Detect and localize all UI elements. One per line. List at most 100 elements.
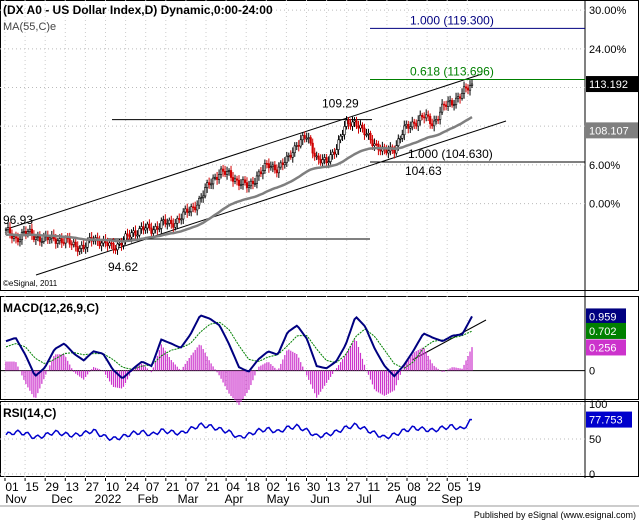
- candle-body: [301, 135, 304, 141]
- candle-body: [204, 187, 207, 197]
- x-date-label: 07: [146, 480, 160, 494]
- x-month-label: 2022: [95, 492, 122, 506]
- x-date-label: 27: [347, 480, 361, 494]
- candle-body: [439, 111, 442, 120]
- candle-body: [307, 137, 310, 139]
- x-date-label: 02: [267, 480, 281, 494]
- candle-body: [239, 183, 243, 186]
- rsi-tick-label: 50: [589, 434, 601, 446]
- candle-body: [235, 178, 239, 181]
- candle-body: [152, 229, 155, 234]
- candle-body: [82, 244, 85, 250]
- candle-body: [62, 242, 65, 244]
- x-month-label: Feb: [138, 492, 159, 506]
- fib-label: 1.000 (104.630): [408, 147, 493, 161]
- candle-body: [243, 179, 247, 183]
- candle-body: [148, 223, 151, 229]
- candle-body: [435, 119, 438, 122]
- x-date-label: 19: [468, 480, 482, 494]
- candle-body: [399, 137, 402, 140]
- candle-body: [56, 240, 59, 244]
- x-month-label: Jun: [310, 492, 329, 506]
- x-date-label: 10: [106, 480, 120, 494]
- candle-body: [212, 177, 215, 185]
- rsi-line: [5, 418, 473, 442]
- candle-body: [126, 233, 129, 236]
- candle-body: [281, 162, 284, 166]
- candle-body: [158, 228, 161, 230]
- macd-title: MACD(12,26,9,C): [3, 301, 99, 315]
- ma-value-label: 108.107: [589, 125, 629, 137]
- candle-body: [16, 237, 20, 243]
- axis-labels: 30.00%24.00%18.00%12.00%6.00%0.00%113.19…: [4, 5, 638, 506]
- candle-body: [447, 101, 450, 107]
- candle-body: [393, 149, 396, 154]
- candle-body: [34, 236, 37, 240]
- rsi-tick-label: 0: [589, 469, 595, 481]
- candle-body: [58, 238, 61, 241]
- candle-body: [466, 87, 470, 91]
- candle-body: [369, 132, 372, 141]
- x-date-label: 01: [5, 480, 19, 494]
- candle-body: [349, 123, 352, 127]
- annotation-label: 96.93: [3, 213, 33, 227]
- price-panel: [0, 0, 639, 291]
- candle-body: [289, 154, 292, 158]
- candle-body: [347, 119, 350, 125]
- candle-body: [353, 120, 356, 123]
- x-date-label: 27: [86, 480, 100, 494]
- candle-body: [331, 151, 334, 156]
- candle-body: [401, 134, 404, 139]
- candle-body: [253, 183, 257, 185]
- last-price-box: [586, 76, 638, 93]
- candle-body: [371, 139, 374, 146]
- candle-body: [379, 149, 382, 152]
- candle-body: [150, 227, 153, 234]
- candle-body: [178, 218, 181, 221]
- candle-body: [275, 169, 278, 174]
- fibonacci-levels: 1.000 (119.300) 0.618 (113.696) 1.000 (104…: [3, 13, 585, 274]
- candle-body: [470, 83, 474, 86]
- candle-body: [182, 211, 185, 220]
- candle-body: [134, 230, 137, 236]
- x-date-label: 21: [166, 480, 180, 494]
- candle-body: [48, 237, 51, 241]
- candle-body: [166, 223, 169, 225]
- candle-body: [251, 180, 255, 184]
- candle-body: [221, 168, 225, 172]
- candle-body: [154, 226, 157, 231]
- rsi-value-box: [586, 411, 632, 428]
- candle-body: [136, 234, 139, 237]
- candle-body: [425, 114, 428, 119]
- candle-body: [54, 238, 57, 244]
- candle-body: [84, 246, 87, 250]
- candle-body: [172, 223, 175, 228]
- x-date-label: 05: [448, 480, 462, 494]
- price-tick-label: 0.00%: [589, 199, 620, 211]
- macd-line: [5, 314, 473, 379]
- candle-body: [142, 226, 145, 231]
- candle-body: [429, 115, 432, 125]
- fib-label: 0.618 (113.696): [410, 64, 494, 78]
- price-tick-label: 30.00%: [589, 5, 627, 17]
- candle-body: [124, 233, 127, 241]
- chart-title: (DX A0 - US Dollar Index,D) Dynamic,0:00…: [3, 3, 273, 17]
- candle-body: [257, 171, 261, 177]
- candle-body: [200, 197, 203, 199]
- candle-body: [38, 236, 41, 242]
- candle-body: [365, 134, 368, 136]
- rsi-tick-label: 100: [589, 399, 607, 411]
- x-date-label: 13: [66, 480, 80, 494]
- x-date-label: 29: [46, 480, 60, 494]
- candle-body: [443, 103, 446, 106]
- x-date-label: 21: [206, 480, 220, 494]
- candle-body: [367, 132, 370, 135]
- x-date-label: 04: [226, 480, 240, 494]
- candle-body: [458, 96, 462, 99]
- x-date-label: 07: [186, 480, 200, 494]
- ma-line: [5, 116, 473, 243]
- footer-text: Published by eSignal (www.esignal.com): [474, 510, 636, 520]
- x-date-label: 25: [387, 480, 401, 494]
- candle-body: [106, 242, 109, 247]
- candle-body: [140, 226, 143, 229]
